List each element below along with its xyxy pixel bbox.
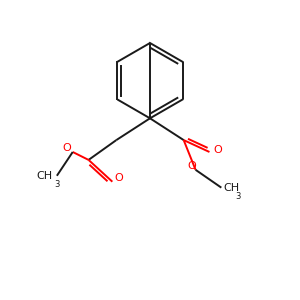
Text: CH: CH (223, 183, 239, 193)
Text: 3: 3 (235, 192, 241, 201)
Text: CH: CH (37, 171, 53, 181)
Text: O: O (213, 145, 222, 155)
Text: O: O (187, 161, 196, 171)
Text: O: O (62, 143, 71, 153)
Text: 3: 3 (54, 180, 59, 189)
Text: O: O (114, 173, 123, 183)
